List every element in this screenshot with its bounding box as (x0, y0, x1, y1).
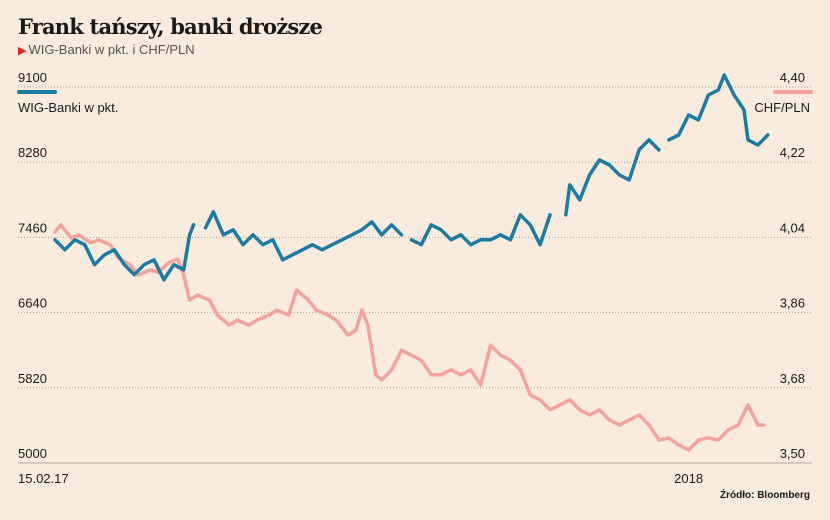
left-tick-label: 7460 (18, 220, 47, 235)
right-tick-label: 4,04 (780, 220, 805, 235)
legend-chf-pln: CHF/PLN (754, 100, 810, 115)
subtitle-text: WIG-Banki w pkt. i CHF/PLN (28, 42, 195, 57)
left-tick-label: 6640 (18, 296, 47, 311)
left-tick-label: 5000 (18, 446, 47, 461)
x-tick-label: 15.02.17 (18, 471, 69, 486)
left-tick-label: 9100 (18, 70, 47, 85)
left-tick-label: 8280 (18, 145, 47, 160)
series-line-wig-banki (53, 73, 770, 282)
series-line-chf-pln (53, 223, 766, 452)
legend-wig-banki: WIG-Banki w pkt. (18, 100, 119, 115)
source-note: Źródło: Bloomberg (720, 490, 810, 501)
right-tick-label: 3,50 (780, 446, 805, 461)
right-tick-label: 3,86 (780, 296, 805, 311)
chart-subtitle: ▶ WIG-Banki w pkt. i CHF/PLN (18, 42, 195, 57)
right-tick-label: 4,40 (780, 70, 805, 85)
right-tick-label: 3,68 (780, 371, 805, 386)
chart-title: Frank tańszy, banki droższe (18, 14, 323, 39)
left-tick-label: 5820 (18, 371, 47, 386)
right-tick-label: 4,22 (780, 145, 805, 160)
x-tick-label: 2018 (674, 471, 703, 486)
triangle-marker-icon: ▶ (18, 45, 27, 57)
